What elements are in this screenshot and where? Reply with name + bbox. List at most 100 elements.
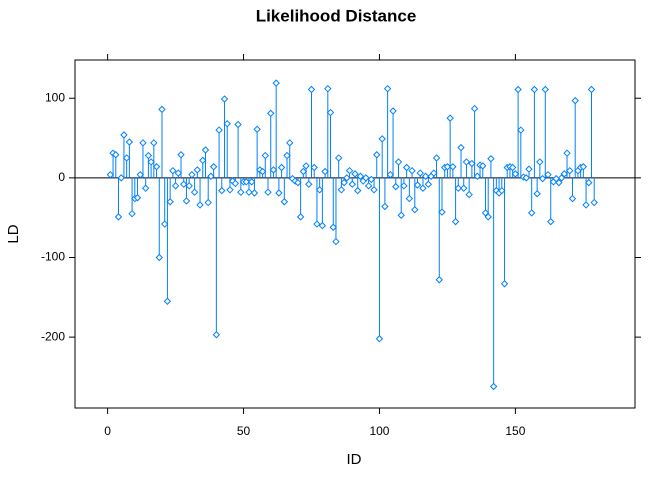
- point: [465, 190, 473, 199]
- point: [174, 169, 183, 177]
- y-tick-label: -200: [41, 329, 65, 343]
- point: [460, 184, 468, 192]
- point: [180, 180, 188, 188]
- point: [267, 109, 275, 118]
- point: [114, 213, 123, 221]
- point: [413, 181, 422, 189]
- point: [272, 79, 280, 87]
- point: [394, 158, 403, 166]
- point: [310, 163, 318, 172]
- point: [163, 297, 172, 305]
- point: [264, 188, 272, 196]
- point: [250, 189, 259, 197]
- point: [432, 154, 441, 162]
- point: [237, 188, 245, 196]
- point: [373, 151, 381, 159]
- point: [199, 156, 207, 165]
- point: [139, 139, 147, 147]
- point: [538, 174, 547, 183]
- point: [533, 190, 541, 198]
- point: [125, 138, 134, 146]
- point: [147, 158, 155, 166]
- point: [334, 154, 343, 162]
- point: [522, 174, 530, 182]
- point: [324, 84, 332, 93]
- point: [340, 178, 348, 187]
- point: [171, 182, 180, 190]
- point: [242, 178, 250, 186]
- point: [253, 125, 261, 133]
- point: [245, 188, 253, 196]
- point: [120, 131, 128, 139]
- point: [435, 276, 443, 284]
- point: [400, 182, 408, 190]
- point: [383, 84, 392, 93]
- point: [321, 167, 329, 176]
- y-tick-label: 0: [58, 170, 65, 184]
- point: [207, 172, 215, 180]
- point: [223, 119, 231, 128]
- x-tick-label: 150: [505, 424, 525, 438]
- point: [337, 186, 346, 194]
- point: [392, 182, 400, 191]
- point: [430, 169, 438, 177]
- point: [112, 151, 120, 159]
- point: [218, 186, 226, 195]
- point: [421, 172, 430, 180]
- point: [511, 170, 520, 178]
- point: [190, 188, 199, 196]
- point: [275, 189, 283, 197]
- point: [296, 213, 305, 221]
- point: [332, 237, 340, 246]
- x-axis-label: ID: [347, 451, 362, 468]
- point: [451, 217, 460, 226]
- point: [405, 194, 414, 203]
- point: [530, 85, 539, 94]
- point: [525, 165, 533, 173]
- point: [345, 166, 354, 175]
- point: [161, 220, 169, 228]
- point: [343, 174, 351, 182]
- point: [212, 331, 221, 339]
- point: [514, 85, 522, 94]
- point: [446, 114, 454, 122]
- point: [356, 172, 365, 180]
- point: [375, 335, 384, 343]
- point: [150, 139, 158, 147]
- chart-title: Likelihood Distance: [256, 6, 417, 25]
- point: [196, 201, 204, 209]
- point: [155, 253, 163, 262]
- point: [536, 158, 544, 166]
- point: [231, 179, 240, 188]
- point: [204, 198, 212, 207]
- y-tick-label: -100: [41, 250, 65, 264]
- point: [220, 95, 229, 103]
- point: [362, 174, 370, 182]
- point: [106, 170, 115, 179]
- point: [397, 211, 405, 219]
- point: [498, 186, 506, 195]
- point: [585, 178, 593, 187]
- point: [185, 182, 193, 190]
- point: [302, 162, 310, 170]
- point: [370, 186, 378, 194]
- point: [258, 167, 267, 176]
- point: [144, 151, 153, 160]
- point: [209, 163, 218, 171]
- point: [411, 206, 419, 214]
- y-tick-label: 100: [45, 90, 65, 104]
- point: [280, 198, 289, 206]
- point: [364, 182, 373, 190]
- point: [560, 170, 569, 178]
- point: [527, 209, 536, 217]
- point: [152, 163, 161, 171]
- x-tick-label: 50: [237, 424, 251, 438]
- point: [489, 382, 498, 391]
- point: [128, 209, 136, 218]
- point: [479, 162, 487, 170]
- point: [449, 163, 457, 171]
- point: [367, 175, 376, 184]
- point: [462, 158, 471, 166]
- point: [299, 167, 308, 176]
- point: [166, 198, 174, 206]
